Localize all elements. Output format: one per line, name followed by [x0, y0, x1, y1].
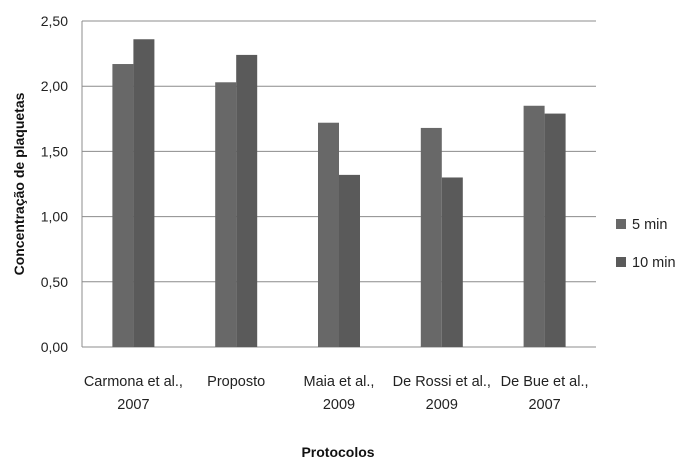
bar-5-min-2: [318, 122, 339, 347]
bars: [112, 39, 566, 348]
y-axis-title: Concentração de plaquetas: [11, 92, 27, 275]
legend-swatch: [616, 219, 626, 229]
x-category-label: De Rossi et al., 2009: [393, 374, 491, 413]
legend-label: 10 min: [632, 255, 676, 271]
bar-5-min-4: [523, 105, 545, 347]
x-category-labels: Carmona et al., 2007 Proposto Maia et al., 2…: [84, 374, 589, 413]
x-category-label: De Bue et al., 2007: [501, 374, 589, 413]
bar-10-min-0: [133, 39, 155, 347]
y-tick-labels: 0,00 0,50 1,00 1,50 2,00 2,50: [41, 13, 68, 355]
x-category-label: Proposto: [207, 374, 265, 390]
bar-5-min-0: [112, 64, 134, 348]
x-category-label: Maia et al., 2009: [304, 374, 375, 413]
legend: 5 min 10 min: [616, 217, 676, 271]
y-tick-label: 2,50: [41, 13, 68, 29]
bar-10-min-4: [544, 113, 566, 347]
x-category-label: Carmona et al., 2007: [84, 374, 183, 413]
y-tick-label: 0,00: [41, 339, 68, 355]
bar-10-min-1: [236, 54, 258, 348]
bar-5-min-3: [420, 127, 442, 347]
y-tick-label: 1,50: [41, 143, 68, 159]
y-tick-label: 1,00: [41, 209, 68, 225]
bar-5-min-1: [215, 82, 237, 348]
legend-swatch: [616, 257, 626, 267]
y-tick-label: 2,00: [41, 78, 68, 94]
bar-10-min-2: [339, 174, 360, 347]
legend-label: 5 min: [632, 217, 667, 233]
bar-10-min-3: [441, 177, 463, 347]
x-axis-title: Protocolos: [301, 444, 374, 459]
y-tick-label: 0,50: [41, 274, 68, 290]
